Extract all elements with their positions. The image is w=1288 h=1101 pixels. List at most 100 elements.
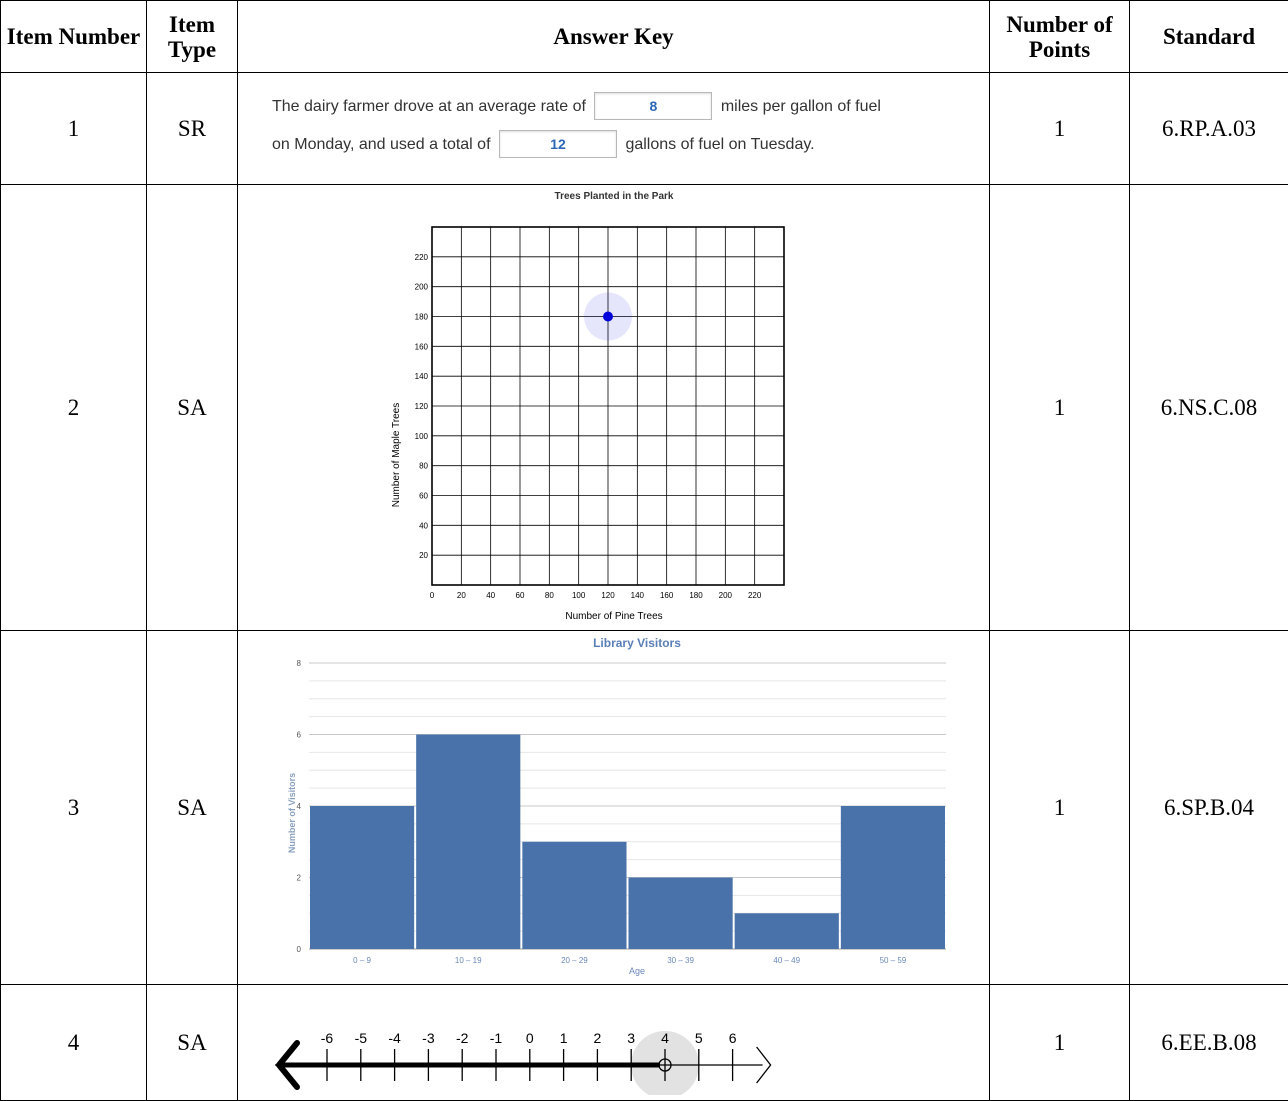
x-tick-label: 40 – 49 bbox=[773, 956, 800, 965]
tick-label: -3 bbox=[422, 1030, 435, 1046]
y-axis-label: Number of Visitors bbox=[287, 773, 297, 853]
histogram-bar bbox=[416, 735, 520, 950]
x-tick-label: 100 bbox=[571, 591, 585, 600]
y-tick-label: 140 bbox=[414, 372, 428, 381]
x-tick-label: 60 bbox=[515, 591, 524, 600]
sr-response: The dairy farmer drove at an average rat… bbox=[238, 88, 989, 164]
table-row: 2 SA Trees Planted in the Park Number of… bbox=[1, 185, 1288, 631]
item-number: 1 bbox=[1, 73, 147, 185]
sentence-part: miles per gallon of fuel bbox=[721, 98, 881, 115]
x-axis-label: Age bbox=[628, 966, 644, 976]
y-tick-label: 180 bbox=[414, 313, 428, 322]
x-tick-label: 80 bbox=[544, 591, 553, 600]
x-tick-label: 20 – 29 bbox=[561, 956, 588, 965]
y-tick-label: 2 bbox=[296, 874, 301, 883]
item-number: 4 bbox=[1, 985, 147, 1101]
x-tick-label: 140 bbox=[630, 591, 644, 600]
x-tick-label: 0 – 9 bbox=[353, 956, 371, 965]
item-type: SA bbox=[147, 631, 238, 985]
sentence-part: on Monday, and used a total of bbox=[272, 136, 491, 153]
y-tick-label: 8 bbox=[296, 659, 301, 668]
data-point bbox=[603, 312, 613, 322]
tick-label: 2 bbox=[593, 1030, 601, 1046]
y-tick-label: 200 bbox=[414, 283, 428, 292]
answer-cell-4: -6 -5 -4 -3 -2 -1 0 1 2 3 4 5 6 bbox=[238, 985, 990, 1101]
y-axis-label: Number of Maple Trees bbox=[391, 403, 402, 508]
item-type: SA bbox=[147, 185, 238, 631]
item-number: 3 bbox=[1, 631, 147, 985]
answer-cell-3: Library Visitors Age Number of Visitors … bbox=[238, 631, 990, 985]
x-tick-label: 10 – 19 bbox=[454, 956, 481, 965]
table-row: 3 SA Library Visitors Age Number of Visi… bbox=[1, 631, 1288, 985]
x-tick-label: 50 – 59 bbox=[879, 956, 906, 965]
histogram-bar bbox=[310, 806, 414, 949]
header-standard: Standard bbox=[1130, 1, 1288, 73]
histogram-bar bbox=[840, 806, 944, 949]
item-points: 1 bbox=[990, 631, 1130, 985]
item-standard: 6.EE.B.08 bbox=[1130, 985, 1288, 1101]
tick-label: 4 bbox=[661, 1030, 669, 1046]
header-row: Item Number Item Type Answer Key Number … bbox=[1, 1, 1288, 73]
x-tick-label: 0 bbox=[429, 591, 434, 600]
x-tick-label: 40 bbox=[486, 591, 495, 600]
table-row: 4 SA -6 -5 -4 -3 -2 -1 0 1 2 3 4 5 6 1 6.EE.B.08 bbox=[1, 985, 1288, 1101]
histogram-bar bbox=[734, 913, 838, 949]
sentence-part: gallons of fuel on Tuesday. bbox=[625, 136, 814, 153]
histogram-bar bbox=[522, 842, 626, 949]
tick-label: 6 bbox=[728, 1030, 736, 1046]
answer-box-gallons: 12 bbox=[499, 130, 617, 158]
coordinate-grid-chart: Trees Planted in the Park Number of Pine… bbox=[239, 185, 989, 625]
x-tick-label: 120 bbox=[601, 591, 615, 600]
x-axis-label: Number of Pine Trees bbox=[565, 611, 662, 622]
x-tick-label: 160 bbox=[659, 591, 673, 600]
item-type: SR bbox=[147, 73, 238, 185]
y-tick-label: 80 bbox=[419, 462, 428, 471]
item-standard: 6.NS.C.08 bbox=[1130, 185, 1288, 631]
tick-label: 1 bbox=[559, 1030, 567, 1046]
tick-label: 0 bbox=[525, 1030, 533, 1046]
number-line: -6 -5 -4 -3 -2 -1 0 1 2 3 4 5 6 bbox=[239, 985, 989, 1095]
item-number: 2 bbox=[1, 185, 147, 631]
item-points: 1 bbox=[990, 985, 1130, 1101]
y-tick-label: 4 bbox=[296, 802, 301, 811]
y-tick-label: 40 bbox=[419, 521, 428, 530]
header-item-number: Item Number bbox=[1, 1, 147, 73]
item-points: 1 bbox=[990, 185, 1130, 631]
item-type: SA bbox=[147, 985, 238, 1101]
answer-box-rate: 8 bbox=[594, 92, 712, 120]
tick-label: -2 bbox=[455, 1030, 468, 1046]
y-tick-label: 120 bbox=[414, 402, 428, 411]
sentence-part: The dairy farmer drove at an average rat… bbox=[272, 98, 586, 115]
histogram-chart: Library Visitors Age Number of Visitors … bbox=[239, 631, 989, 979]
grid-lines bbox=[432, 227, 784, 585]
item-standard: 6.SP.B.04 bbox=[1130, 631, 1288, 985]
header-item-type: Item Type bbox=[147, 1, 238, 73]
y-tick-label: 160 bbox=[414, 342, 428, 351]
tick-label: 5 bbox=[694, 1030, 702, 1046]
table-row: 1 SR The dairy farmer drove at an averag… bbox=[1, 73, 1288, 185]
y-tick-label: 6 bbox=[296, 731, 301, 740]
histogram-bar bbox=[628, 878, 732, 950]
header-points: Number of Points bbox=[990, 1, 1130, 73]
header-answer-key: Answer Key bbox=[238, 1, 990, 73]
x-tick-label: 20 bbox=[456, 591, 465, 600]
chart-title: Trees Planted in the Park bbox=[554, 191, 673, 202]
tick-label: 3 bbox=[627, 1030, 635, 1046]
tick-label: -4 bbox=[388, 1030, 401, 1046]
y-tick-label: 0 bbox=[296, 945, 301, 954]
item-points: 1 bbox=[990, 73, 1130, 185]
tick-label: -6 bbox=[320, 1030, 333, 1046]
x-tick-label: 30 – 39 bbox=[667, 956, 694, 965]
y-tick-label: 60 bbox=[419, 492, 428, 501]
x-tick-label: 200 bbox=[718, 591, 732, 600]
answer-cell-2: Trees Planted in the Park Number of Pine… bbox=[238, 185, 990, 631]
tick-label: -1 bbox=[489, 1030, 502, 1046]
y-tick-label: 100 bbox=[414, 432, 428, 441]
answer-cell-1: The dairy farmer drove at an average rat… bbox=[238, 73, 990, 185]
item-standard: 6.RP.A.03 bbox=[1130, 73, 1288, 185]
x-tick-label: 180 bbox=[689, 591, 703, 600]
tick-label: -5 bbox=[354, 1030, 367, 1046]
y-tick-label: 20 bbox=[419, 551, 428, 560]
chart-title: Library Visitors bbox=[593, 636, 681, 650]
